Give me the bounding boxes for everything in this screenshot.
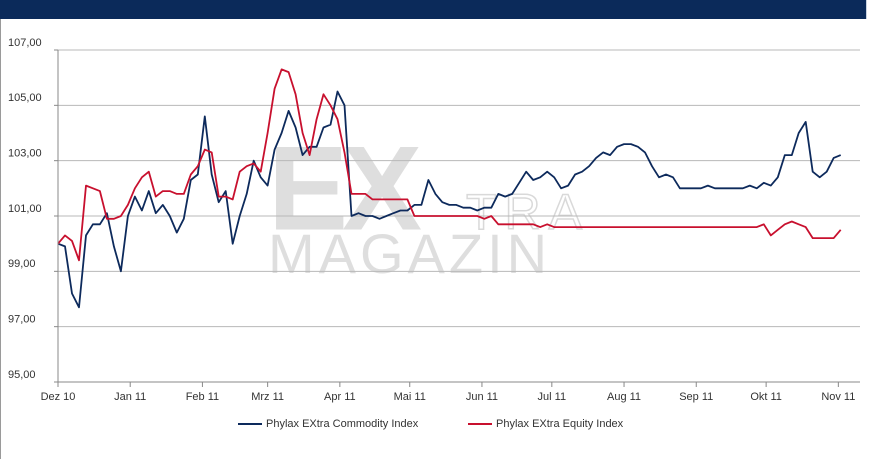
x-tick-label: Jan 11 [114, 391, 146, 403]
x-tick-label: Mrz 11 [251, 391, 284, 403]
legend: Phylax EXtra Commodity Index Phylax EXtra… [238, 418, 624, 430]
y-tick-label: 99,00 [8, 258, 36, 270]
watermark-text: TRA [466, 184, 590, 240]
legend-item: Phylax EXtra Commodity Index [238, 418, 419, 430]
x-tick-label: Jul 11 [538, 391, 567, 403]
header-bar [0, 0, 866, 19]
legend-label: Phylax EXtra Commodity Index [266, 418, 419, 430]
legend-label: Phylax EXtra Equity Index [496, 418, 624, 430]
x-tick-label: Dez 10 [41, 391, 76, 403]
y-tick-label: 97,00 [8, 314, 36, 326]
x-tick-label: Jun 11 [466, 391, 498, 403]
y-tick-label: 103,00 [8, 148, 42, 160]
series-line [57, 90, 842, 309]
y-tick-label: 105,00 [8, 92, 42, 104]
y-tick-label: 101,00 [8, 203, 42, 215]
y-tick-label: 107,00 [8, 37, 42, 49]
x-tick-label: Apr 11 [324, 391, 356, 403]
watermark-text: MAGAZIN [268, 222, 551, 285]
x-tick-label: Nov 11 [821, 391, 855, 403]
x-tick-label: Aug 11 [607, 391, 641, 403]
legend-item: Phylax EXtra Equity Index [468, 418, 624, 430]
x-tick-label: Feb 11 [186, 391, 219, 403]
y-tick-label: 95,00 [8, 369, 36, 381]
series-line [57, 68, 842, 262]
axes: 95,00 97,00 99,00 101,00 103,00 105,00 107,00 D… [8, 37, 860, 403]
x-tick-label: Okt 11 [750, 391, 782, 403]
x-tick-label: Mai 11 [394, 391, 426, 403]
x-tick-label: Sep 11 [679, 391, 713, 403]
plot [57, 68, 842, 309]
